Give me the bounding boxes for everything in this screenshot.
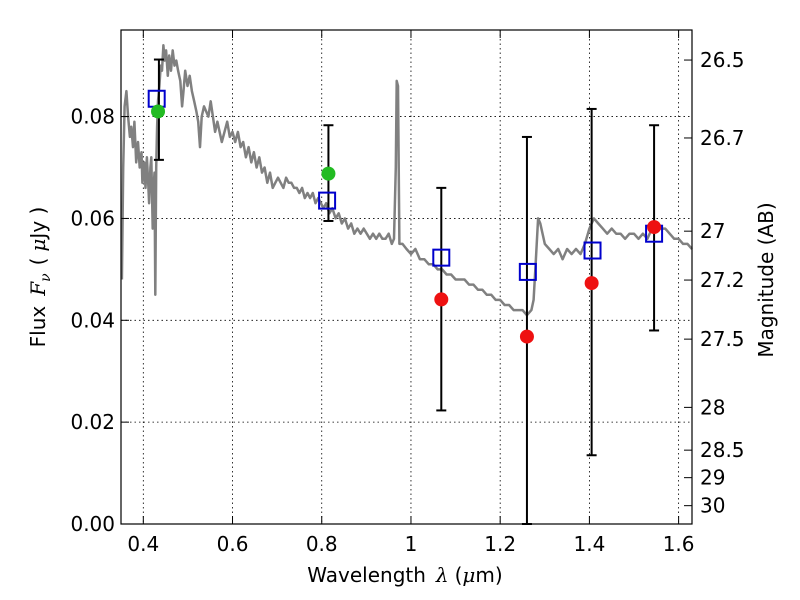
x-tick-label: 0.8 xyxy=(306,532,338,556)
plot-frame xyxy=(120,29,693,525)
observed-point-marker xyxy=(647,220,662,235)
mag-tick-label: 28 xyxy=(700,395,725,419)
x-tick-label: 1.6 xyxy=(663,532,695,556)
observed-points xyxy=(151,104,662,344)
observed-point-marker xyxy=(151,104,166,119)
mag-tick-label: 27.2 xyxy=(700,268,745,292)
model-square-marker xyxy=(432,248,451,267)
y-axis-title: FluxFν(μJy ) xyxy=(26,207,54,348)
mag-tick-label: 26.5 xyxy=(700,48,745,72)
spectrum-line-layer xyxy=(120,44,693,317)
right-axis-title: Magnitude (AB) xyxy=(754,202,778,357)
observed-point-marker xyxy=(519,329,534,344)
observed-point-marker xyxy=(321,166,336,181)
x-tick-label: 0.4 xyxy=(127,532,159,556)
mag-tick-label: 28.5 xyxy=(700,438,745,462)
x-axis-title: Wavelength λ (μm) xyxy=(307,563,502,587)
model-square-marker xyxy=(318,191,337,210)
mag-tick-label: 27.5 xyxy=(700,327,745,351)
mag-tick-label: 29 xyxy=(700,466,725,490)
x-tick-label: 1.4 xyxy=(573,532,605,556)
mag-tick-label: 26.7 xyxy=(700,126,745,150)
axis-ticks xyxy=(121,30,692,525)
y-tick-label: 0.00 xyxy=(70,512,115,536)
tick-labels: 0.4 0.6 0.8 1 1.2 1.4 1.6 0.00 0.02 0.04 0.06 0.08 2… xyxy=(70,48,744,556)
spectrum-line xyxy=(120,44,693,317)
observed-point-marker xyxy=(434,292,449,307)
model-square-marker xyxy=(518,262,537,281)
grid xyxy=(121,30,692,524)
y-tick-label: 0.08 xyxy=(70,105,115,129)
mag-tick-label: 27 xyxy=(700,219,725,243)
y-tick-label: 0.02 xyxy=(70,410,115,434)
x-tick-label: 1 xyxy=(405,532,418,556)
model-squares xyxy=(147,89,664,281)
observed-point-marker xyxy=(584,276,599,291)
y-tick-label: 0.04 xyxy=(70,308,115,332)
model-square-marker xyxy=(583,241,602,260)
x-tick-label: 1.2 xyxy=(484,532,516,556)
mag-tick-label: 30 xyxy=(700,494,725,518)
y-tick-label: 0.06 xyxy=(70,206,115,230)
x-tick-label: 0.6 xyxy=(217,532,249,556)
